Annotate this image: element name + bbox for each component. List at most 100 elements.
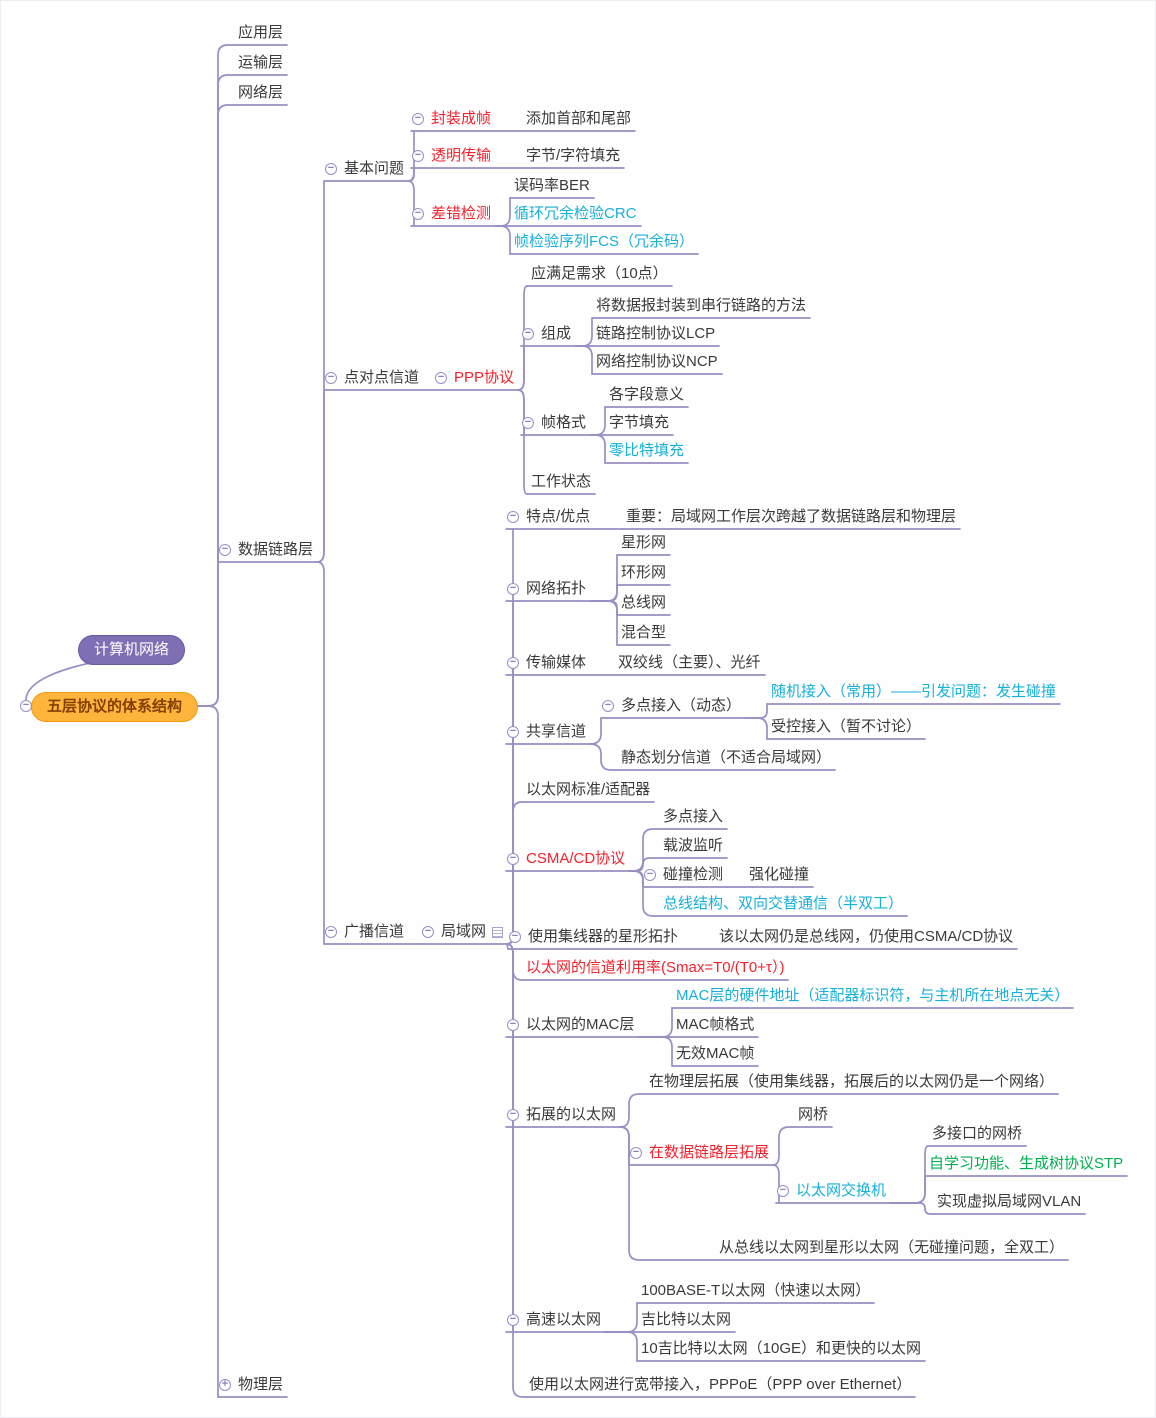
mindmap-node-zucheng[interactable]: 组成 — [541, 324, 571, 344]
collapse-icon[interactable]: − — [325, 163, 337, 175]
collapse-icon[interactable]: − — [435, 372, 447, 384]
mindmap-node-macdizhi[interactable]: MAC层的硬件地址（适配器标识符，与主机所在地点无关） — [676, 986, 1069, 1006]
collapse-icon[interactable]: − — [422, 926, 434, 938]
mindmap-node-jiaohuanji[interactable]: 以太网交换机 — [796, 1181, 886, 1201]
mindmap-node-zijietc[interactable]: 字节填充 — [609, 413, 669, 433]
mindmap-node-wuli[interactable]: 物理层 — [238, 1375, 283, 1395]
mindmap-node-gaosu[interactable]: 高速以太网 — [526, 1310, 601, 1330]
mindmap-node-vlan[interactable]: 实现虚拟局域网VLAN — [937, 1192, 1081, 1212]
mindmap-node-lingbite[interactable]: 零比特填充 — [609, 441, 684, 461]
mindmap-node-zhongyao[interactable]: 重要：局域网工作层次跨越了数据链路层和物理层 — [626, 507, 956, 527]
mindmap-node-pengzhuang[interactable]: 碰撞检测 — [663, 865, 723, 885]
collapse-icon[interactable]: − — [507, 1314, 519, 1326]
mindmap-node-root[interactable]: 计算机网络 — [78, 635, 186, 665]
mindmap-node-biaozhun[interactable]: 以太网标准/适配器 — [526, 780, 650, 800]
mindmap-node-ncp[interactable]: 网络控制协议NCP — [596, 352, 718, 372]
mindmap-node-yingyong[interactable]: 应用层 — [238, 23, 283, 43]
mindmap-node-duodianjr[interactable]: 多点接入 — [663, 807, 723, 827]
mindmap-node-lcp[interactable]: 链路控制协议LCP — [596, 324, 715, 344]
collapse-icon[interactable]: − — [412, 113, 424, 125]
mindmap-node-lilv[interactable]: 以太网的信道利用率(Smax=T0/(T0+τ）) — [526, 958, 784, 978]
expand-icon[interactable]: + — [219, 1379, 231, 1391]
collapse-icon[interactable]: − — [507, 726, 519, 738]
mindmap-node-zongxianw[interactable]: 总线网 — [621, 593, 666, 613]
mindmap-node-duojiekou[interactable]: 多接口的网桥 — [932, 1124, 1022, 1144]
collapse-icon[interactable]: − — [219, 544, 231, 556]
mindmap-node-jiben[interactable]: 基本问题 — [344, 159, 404, 179]
collapse-icon[interactable]: − — [509, 931, 521, 943]
mindmap-node-ppp[interactable]: PPP协议 — [454, 368, 514, 388]
mindmap-node-gongzuo[interactable]: 工作状态 — [531, 472, 591, 492]
mindmap-node-shoukong[interactable]: 受控接入（暂不讨论） — [771, 717, 921, 737]
mindmap-node-jixianqi[interactable]: 使用集线器的星形拓扑 — [528, 927, 678, 947]
mindmap-node-pppoe[interactable]: 使用以太网进行宽带接入，PPPoE（PPP over Ethernet） — [529, 1375, 911, 1395]
mindmap-node-zhengeshi[interactable]: 帧格式 — [541, 413, 586, 433]
mindmap-node-qianghua[interactable]: 强化碰撞 — [749, 865, 809, 885]
mindmap-node-wangqiao[interactable]: 网桥 — [798, 1105, 828, 1125]
mindmap-node-touming[interactable]: 透明传输 — [431, 146, 491, 166]
collapse-icon[interactable]: − — [602, 700, 614, 712]
mindmap-node-dianduidian[interactable]: 点对点信道 — [344, 368, 419, 388]
mindmap-node-jiangshuju[interactable]: 将数据报封装到串行链路的方法 — [596, 296, 806, 316]
collapse-icon[interactable]: − — [630, 1147, 642, 1159]
collapse-icon[interactable]: − — [412, 150, 424, 162]
mindmap-node-tianjia[interactable]: 添加首部和尾部 — [526, 109, 631, 129]
mindmap-node-suiji[interactable]: 随机接入（常用）——引发问题：发生碰撞 — [771, 682, 1056, 702]
mindmap-node-mac[interactable]: 以太网的MAC层 — [526, 1015, 634, 1035]
mindmap-node-fengzhuang[interactable]: 封装成帧 — [431, 109, 491, 129]
mindmap-node-chacuo[interactable]: 差错检测 — [431, 204, 491, 224]
mindmap-node-tuozhan[interactable]: 拓展的以太网 — [526, 1105, 616, 1125]
mindmap-node-zixuexi[interactable]: 自学习功能、生成树协议STP — [929, 1154, 1123, 1174]
mindmap-node-wulituozhan[interactable]: 在物理层拓展（使用集线器，拓展后的以太网仍是一个网络） — [649, 1072, 1054, 1092]
collapse-icon[interactable]: − — [20, 700, 32, 712]
notes-icon[interactable] — [492, 926, 504, 938]
mindmap-node-wangluo[interactable]: 网络层 — [238, 83, 283, 103]
mindmap-node-shuangjiao[interactable]: 双绞线（主要）、光纤 — [618, 653, 761, 673]
collapse-icon[interactable]: − — [412, 208, 424, 220]
collapse-icon[interactable]: − — [507, 511, 519, 523]
mindmap-node-tuopu[interactable]: 网络拓扑 — [526, 579, 586, 599]
collapse-icon[interactable]: − — [644, 869, 656, 881]
mindmap-node-jibite[interactable]: 吉比特以太网 — [641, 1310, 731, 1330]
mindmap-node-guangbo[interactable]: 广播信道 — [344, 922, 404, 942]
mindmap-node-lianlutz[interactable]: 在数据链路层拓展 — [649, 1143, 769, 1163]
mindmap-node-base100[interactable]: 100BASE-T以太网（快速以太网） — [641, 1281, 870, 1301]
mindmap-node-wumalv[interactable]: 误码率BER — [514, 176, 590, 196]
mindmap-node-xingxing[interactable]: 星形网 — [621, 533, 666, 553]
mindmap-node-zongxianjg[interactable]: 总线结构、双向交替通信（半双工） — [663, 894, 903, 914]
mindmap-node-gaiyitai[interactable]: 该以太网仍是总线网，仍使用CSMA/CD协议 — [719, 927, 1013, 947]
collapse-icon[interactable]: − — [325, 926, 337, 938]
mindmap-node-geziduan[interactable]: 各字段意义 — [609, 385, 684, 405]
collapse-icon[interactable]: − — [507, 657, 519, 669]
collapse-icon[interactable]: − — [522, 328, 534, 340]
mindmap-node-congzx[interactable]: 从总线以太网到星形以太网（无碰撞问题，全双工） — [719, 1238, 1064, 1258]
collapse-icon[interactable]: − — [507, 1019, 519, 1031]
mindmap-node-jingtai[interactable]: 静态划分信道（不适合局域网） — [621, 748, 831, 768]
mindmap-node-tedian[interactable]: 特点/优点 — [526, 507, 590, 527]
mindmap-node-fcs[interactable]: 帧检验序列FCS（冗余码） — [514, 232, 694, 252]
mindmap-node-huanxing[interactable]: 环形网 — [621, 563, 666, 583]
mindmap-node-wuxiao[interactable]: 无效MAC帧 — [676, 1044, 754, 1064]
mindmap-node-maczhen[interactable]: MAC帧格式 — [676, 1015, 754, 1035]
mindmap-node-zijie[interactable]: 字节/字符填充 — [526, 146, 620, 166]
mindmap-node-crc[interactable]: 循环冗余检验CRC — [514, 204, 637, 224]
collapse-icon[interactable]: − — [507, 1109, 519, 1121]
mindmap-node-lan[interactable]: 局域网 — [441, 922, 504, 942]
mindmap-node-chuanshu[interactable]: 传输媒体 — [526, 653, 586, 673]
mindmap-node-gongxiang[interactable]: 共享信道 — [526, 722, 586, 742]
collapse-icon[interactable]: − — [325, 372, 337, 384]
mindmap-node-main[interactable]: 五层协议的体系结构 — [31, 692, 199, 722]
mindmap-node-csma[interactable]: CSMA/CD协议 — [526, 849, 625, 869]
mindmap-node-duodian[interactable]: 多点接入（动态） — [621, 696, 741, 716]
mindmap-node-yingmanzu[interactable]: 应满足需求（10点） — [531, 264, 668, 284]
mindmap-node-tenge[interactable]: 10吉比特以太网（10GE）和更快的以太网 — [641, 1339, 921, 1359]
mindmap-node-hunhe[interactable]: 混合型 — [621, 623, 666, 643]
collapse-icon[interactable]: − — [522, 417, 534, 429]
mindmap-node-datalink[interactable]: 数据链路层 — [238, 540, 313, 560]
mindmap-node-zaibo[interactable]: 载波监听 — [663, 836, 723, 856]
collapse-icon[interactable]: − — [507, 853, 519, 865]
mindmap-node-yunshu[interactable]: 运输层 — [238, 53, 283, 73]
collapse-icon[interactable]: − — [777, 1185, 789, 1197]
collapse-icon[interactable]: − — [507, 583, 519, 595]
